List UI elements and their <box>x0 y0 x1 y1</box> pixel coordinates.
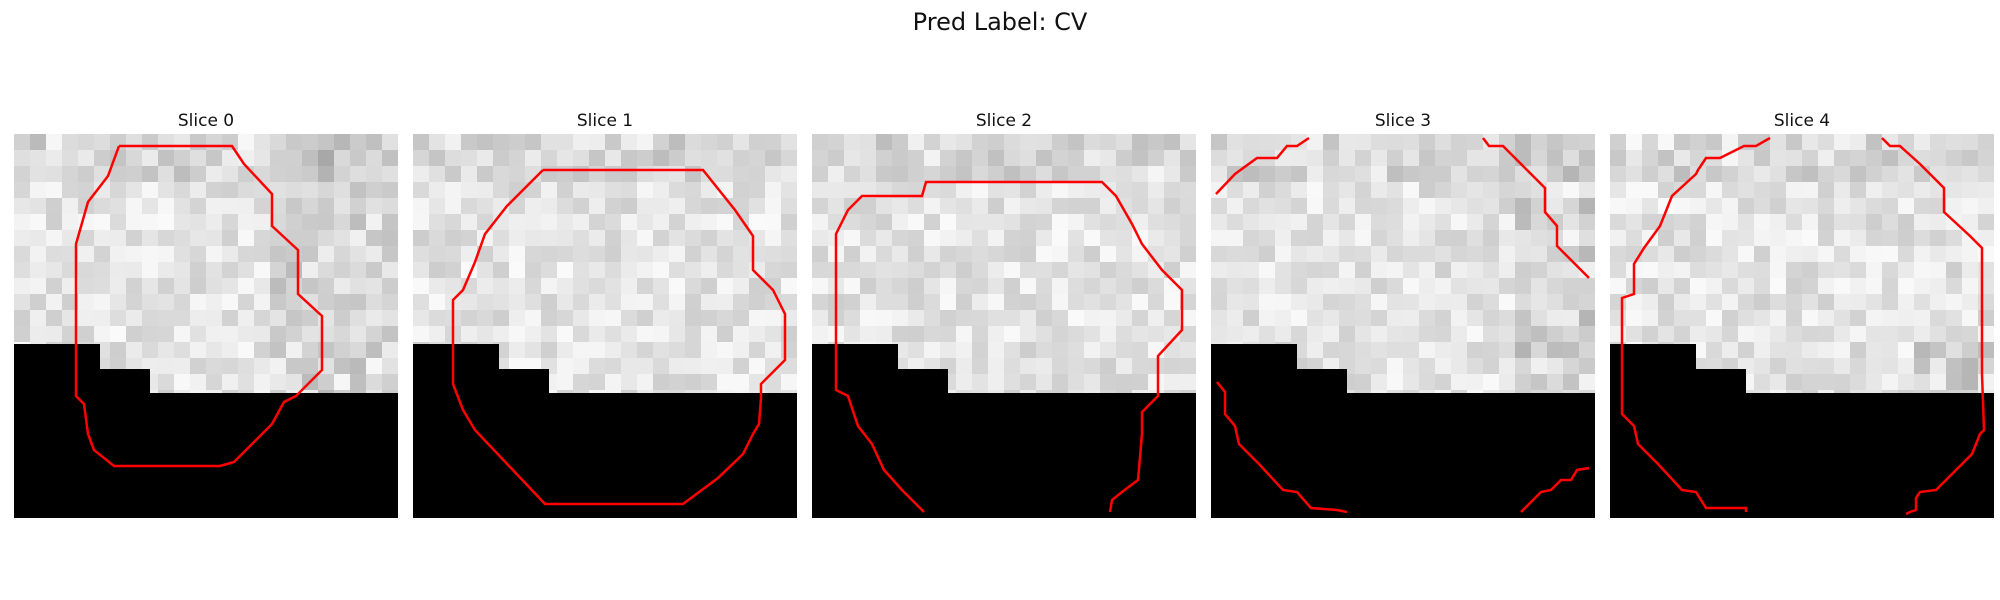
slice-image <box>812 134 1196 518</box>
slice-image <box>1610 134 1994 518</box>
contour-line <box>1881 137 1986 516</box>
slice-image <box>413 134 797 518</box>
contour-line <box>1215 136 1310 195</box>
slice-panel-4: Slice 4 <box>1610 108 1994 518</box>
mask-region <box>1610 344 1994 518</box>
slice-title: Slice 2 <box>975 111 1033 131</box>
mask-region <box>1211 344 1595 518</box>
figure-title: Pred Label: CV <box>912 8 1088 36</box>
contour-line <box>1216 381 1348 514</box>
mask-region <box>14 344 398 518</box>
slice-title: Slice 1 <box>576 111 634 131</box>
contour-line <box>1520 466 1590 513</box>
slice-panel-3: Slice 3 <box>1211 108 1595 518</box>
slice-title: Slice 0 <box>177 111 235 131</box>
slice-panel-1: Slice 1 <box>413 108 797 518</box>
contour-line <box>1482 137 1590 279</box>
mask-region <box>413 344 797 518</box>
slice-image <box>14 134 398 518</box>
contour-line <box>451 168 787 506</box>
slice-title: Slice 3 <box>1374 111 1432 131</box>
slice-image <box>1211 134 1595 518</box>
slice-title: Slice 4 <box>1773 111 1831 131</box>
mask-region <box>812 344 1196 518</box>
contour-line <box>1620 136 1771 512</box>
contour-line <box>834 180 1184 513</box>
contour-line <box>74 144 324 468</box>
slice-panel-0: Slice 0 <box>14 108 398 518</box>
slice-panel-2: Slice 2 <box>812 108 1196 518</box>
